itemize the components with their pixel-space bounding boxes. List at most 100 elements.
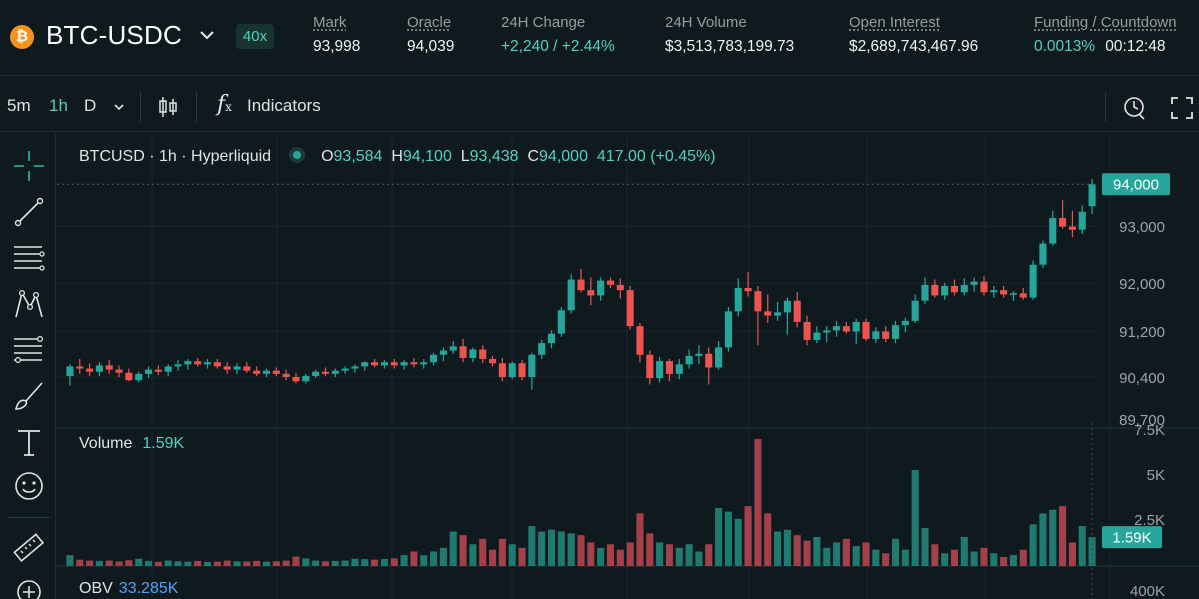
indicators-button[interactable]: Indicators xyxy=(247,96,321,115)
ruler-icon[interactable] xyxy=(12,531,46,565)
stat-value: 0.0013% 00:12:48 xyxy=(1034,38,1177,56)
high-value: 94,100 xyxy=(402,148,452,165)
volume-bar xyxy=(351,558,359,566)
candle-body xyxy=(882,331,890,339)
candle-body xyxy=(272,370,280,374)
candle-body xyxy=(656,361,664,379)
chart-canvas[interactable]: 93,000 92,000 91,200 90,400 89,700 7.5K … xyxy=(57,133,1199,599)
funding-rate: 0.0013% xyxy=(1034,38,1096,55)
crosshair-icon[interactable] xyxy=(12,149,46,183)
candle-body xyxy=(243,366,251,371)
horizontal-lines-icon[interactable] xyxy=(12,241,46,275)
candle-body xyxy=(528,354,536,378)
emoji-icon[interactable] xyxy=(12,469,46,503)
candle-body xyxy=(626,290,634,327)
interval-1h[interactable]: 1h xyxy=(49,96,68,115)
candle-body xyxy=(86,368,94,372)
fib-retracement-icon[interactable] xyxy=(12,333,46,367)
volume-bar xyxy=(774,531,782,566)
candles-icon[interactable] xyxy=(157,95,179,119)
candle-body xyxy=(154,369,162,372)
volume-bar xyxy=(253,560,261,566)
pair-selector[interactable]: BTC-USDC xyxy=(46,20,182,50)
market-header: ₿ BTC-USDC 40x Mark 93,998 Oracle 94,039… xyxy=(0,0,1199,76)
fullscreen-icon[interactable] xyxy=(1170,96,1194,120)
volume-bar xyxy=(528,526,536,566)
volume-bar xyxy=(508,544,516,566)
candle-body xyxy=(774,312,782,316)
volume-label: Volume xyxy=(79,435,133,452)
volume-bar xyxy=(980,547,988,566)
volume-bar xyxy=(115,561,123,566)
trend-line-icon[interactable] xyxy=(12,195,46,229)
text-tool-icon[interactable] xyxy=(12,425,46,459)
candle-body xyxy=(990,290,998,293)
volume-tick: 5K xyxy=(1147,467,1165,484)
volume-bar xyxy=(931,544,939,566)
interval-5m[interactable]: 5m xyxy=(7,96,31,115)
volume-bar xyxy=(449,531,457,566)
candle-body xyxy=(823,330,831,333)
stat-value: $2,689,743,467.96 xyxy=(849,38,979,55)
volume-bar xyxy=(754,439,762,566)
stat-funding: Funding / Countdown 0.0013% 00:12:48 xyxy=(1034,14,1177,56)
stat-label: 24H Change xyxy=(501,14,586,31)
fx-icon[interactable]: fx xyxy=(217,92,232,117)
volume-bar xyxy=(882,553,890,566)
change-value: 417.00 (+0.45%) xyxy=(596,148,716,165)
bitcoin-icon: ₿ xyxy=(10,25,34,49)
candle-body xyxy=(901,320,909,326)
chart-toolbar: 5m 1h D fx Indicators xyxy=(0,82,1199,132)
stat-oracle: Oracle 94,039 xyxy=(407,14,454,56)
price-axis: 93,000 92,000 91,200 90,400 89,700 xyxy=(1119,219,1165,429)
zoom-in-icon[interactable] xyxy=(12,575,46,599)
candle-body xyxy=(646,354,654,379)
leverage-badge[interactable]: 40x xyxy=(236,24,274,49)
stat-value: +2,240 / +2.44% xyxy=(501,38,615,55)
candle-body xyxy=(321,371,329,374)
candles-series xyxy=(66,178,1096,390)
candle-body xyxy=(1049,218,1057,244)
interval-d[interactable]: D xyxy=(84,96,97,115)
volume-bar xyxy=(439,547,447,566)
candle-body xyxy=(115,369,123,373)
chevron-down-icon[interactable] xyxy=(196,24,218,46)
candle-body xyxy=(921,284,929,301)
replay-clock-icon[interactable] xyxy=(1122,94,1148,120)
pattern-icon[interactable] xyxy=(12,287,46,321)
stat-value: $3,513,783,199.73 xyxy=(665,38,795,55)
volume-axis: 7.5K 5K 2.5K xyxy=(1134,422,1165,529)
volume-bar xyxy=(243,561,251,566)
market-status-icon xyxy=(289,147,306,163)
candle-body xyxy=(911,300,919,321)
last-price-badge xyxy=(1102,173,1170,196)
candle-body xyxy=(508,363,516,378)
candle-body xyxy=(105,365,113,370)
candle-body xyxy=(813,332,821,340)
candle-body xyxy=(606,280,615,285)
volume-bar xyxy=(764,513,772,566)
volume-bar xyxy=(1019,549,1027,566)
candle-body xyxy=(872,331,880,339)
interval-chevron-icon[interactable] xyxy=(112,100,126,114)
candle-body xyxy=(1088,184,1096,207)
candle-body xyxy=(135,373,143,381)
volume-value: 1.59K xyxy=(142,435,185,452)
last-volume-badge xyxy=(1102,526,1162,549)
volume-bar xyxy=(1049,509,1057,566)
candle-body xyxy=(833,326,841,331)
candle-body xyxy=(174,364,182,367)
candle-body xyxy=(783,300,791,313)
volume-bar xyxy=(282,560,290,566)
chart-overlays: 94,000 1.59K xyxy=(57,173,1170,599)
volume-bar xyxy=(921,527,929,566)
price-chart[interactable]: 93,000 92,000 91,200 90,400 89,700 7.5K … xyxy=(57,133,1199,599)
brush-icon[interactable] xyxy=(12,379,46,413)
candle-body xyxy=(184,361,192,365)
volume-bar xyxy=(901,549,909,566)
price-tick: 89,700 xyxy=(1119,412,1165,429)
volume-bar xyxy=(675,547,683,566)
candle-body xyxy=(1019,293,1027,298)
chart-grid xyxy=(57,133,1199,599)
obv-axis: 400K xyxy=(1130,583,1165,599)
